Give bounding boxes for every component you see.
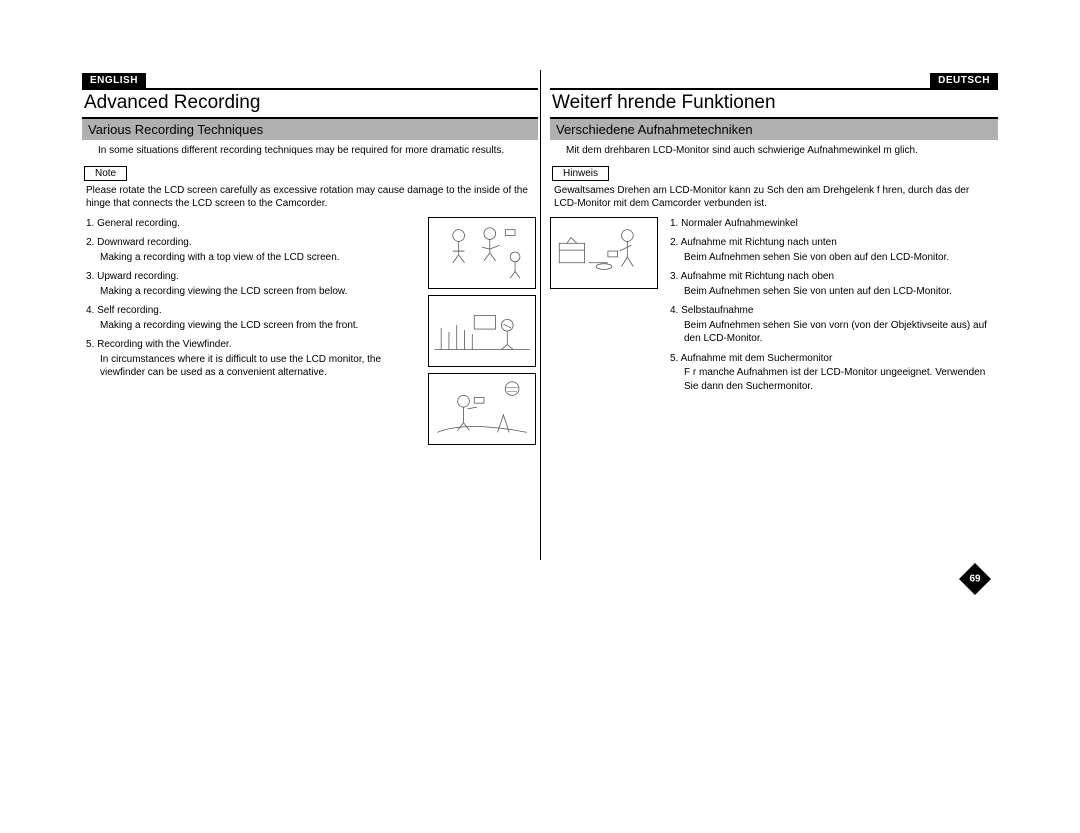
lang-badge-deutsch: DEUTSCH [930,73,998,88]
manual-page: ENGLISH Advanced Recording Various Recor… [80,70,1000,690]
list-item: 3. Upward recording. Making a recording … [86,270,422,298]
note-label-en: Note [84,166,127,181]
illustration-general [428,217,536,289]
note-text-de: Gewaltsames Drehen am LCD-Monitor kann z… [550,184,998,217]
intro-text-de: Mit dem drehbaren LCD-Monitor sind auch … [550,140,998,162]
illustration-column-de [550,217,660,400]
page-number: 69 [969,574,980,585]
list-item: 4. Self recording. Making a recording vi… [86,304,422,332]
illustration-upward [428,295,536,367]
list-item: 1. Normaler Aufnahmewinkel [670,217,998,231]
deutsch-column: DEUTSCH Weiterf hrende Funktionen Versch… [540,70,1000,690]
intro-text-en: In some situations different recording t… [82,140,538,162]
illustration-downward [550,217,658,289]
illustration-column [428,217,538,451]
technique-list-en: 1. General recording. 2. Downward record… [82,217,422,380]
list-item: 1. General recording. [86,217,422,231]
english-column: ENGLISH Advanced Recording Various Recor… [80,70,540,690]
list-item: 3. Aufnahme mit Richtung nach oben Beim … [670,270,998,298]
technique-list-de: 1. Normaler Aufnahmewinkel 2. Aufnahme m… [666,217,998,394]
section-title-en: Advanced Recording [82,92,538,114]
subheading-de: Verschiedene Aufnahmetechniken [550,119,998,140]
note-text-en: Please rotate the LCD screen carefully a… [82,184,538,217]
section-title-de: Weiterf hrende Funktionen [550,92,998,114]
subheading-en: Various Recording Techniques [82,119,538,140]
list-item: 5. Aufnahme mit dem Suchermonitor F r ma… [670,352,998,394]
lang-badge-english: ENGLISH [82,73,146,88]
list-item: 4. Selbstaufnahme Beim Aufnehmen sehen S… [670,304,998,346]
note-label-de: Hinweis [552,166,609,181]
illustration-self [428,373,536,445]
list-item: 5. Recording with the Viewfinder. In cir… [86,338,422,380]
page-number-badge: 69 [958,562,992,596]
list-item: 2. Downward recording. Making a recordin… [86,236,422,264]
list-item: 2. Aufnahme mit Richtung nach unten Beim… [670,236,998,264]
